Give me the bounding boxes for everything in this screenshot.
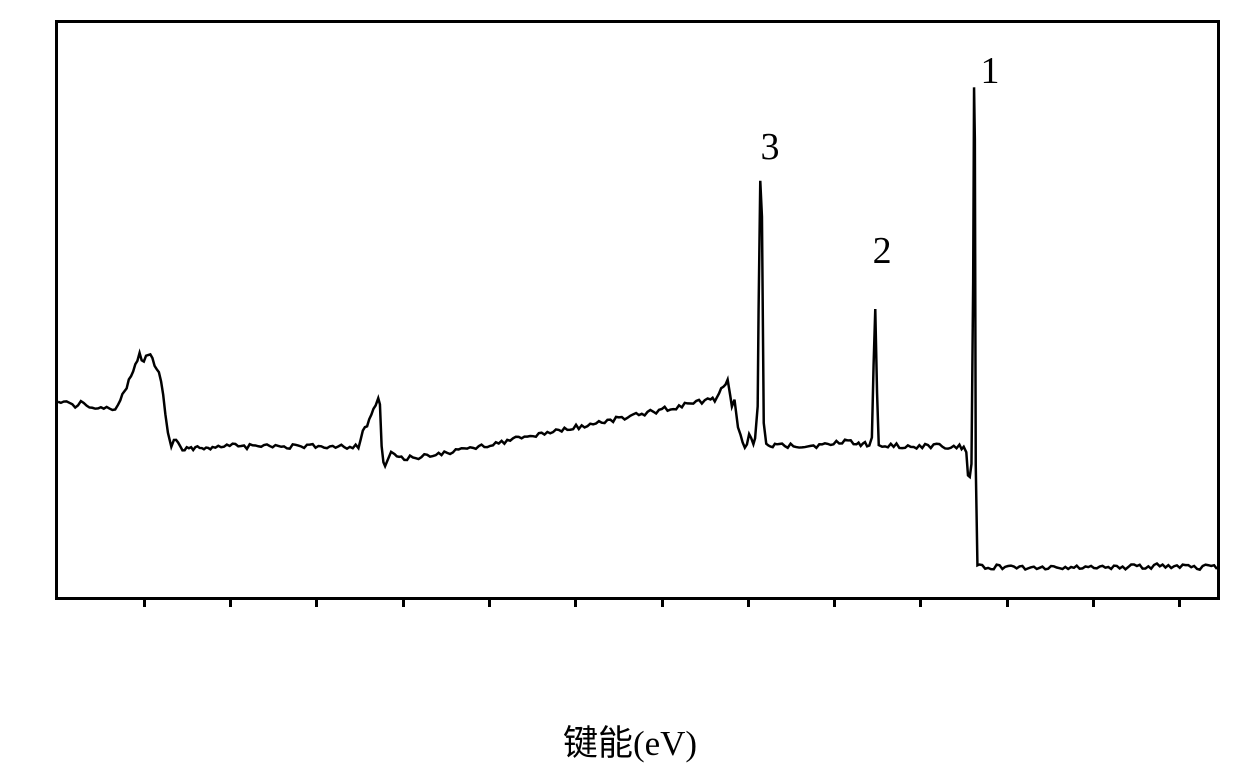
peak-label-2: 2: [873, 229, 892, 273]
x-axis-label: 键能(eV): [563, 715, 697, 766]
x-tick-minor: [919, 597, 922, 607]
x-tick-minor: [661, 597, 664, 607]
spectrum-line: [58, 87, 1217, 569]
plot-area: 1 2 3: [55, 20, 1220, 600]
x-tick-minor: [488, 597, 491, 607]
x-tick-minor: [1178, 597, 1181, 607]
x-tick-minor: [143, 597, 146, 607]
spectrum-svg: [58, 23, 1217, 597]
x-tick-minor: [747, 597, 750, 607]
x-tick-minor: [229, 597, 232, 607]
x-tick-minor: [402, 597, 405, 607]
xps-spectrum-chart: 123 键能(eV): [40, 20, 1220, 660]
x-tick-minor: [833, 597, 836, 607]
x-tick-minor: [315, 597, 318, 607]
x-tick-minor: [1006, 597, 1009, 607]
x-tick-minor: [1092, 597, 1095, 607]
x-tick-minor: [574, 597, 577, 607]
peak-label-1: 1: [981, 49, 1000, 93]
peak-label-3: 3: [760, 125, 779, 169]
